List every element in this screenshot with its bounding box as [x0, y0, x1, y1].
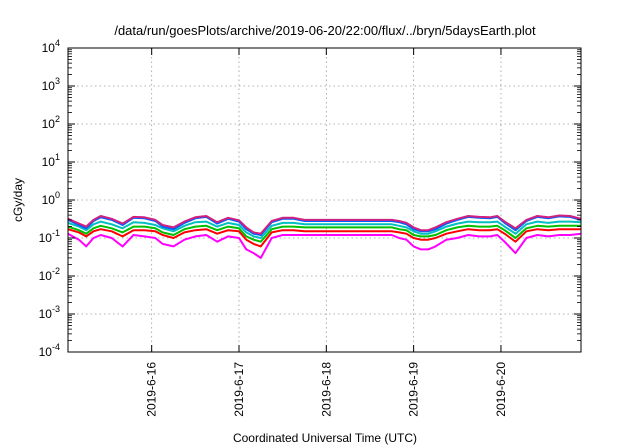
y-tick-label: 10-4 [39, 342, 60, 359]
x-tick-label: 2019-6-20 [494, 362, 508, 417]
y-axis-label: cGy/day [11, 178, 25, 222]
y-tick-label: 104 [42, 38, 60, 55]
series-line [67, 228, 581, 248]
y-tick-label: 100 [42, 190, 60, 207]
x-tick-label: 2019-6-17 [232, 362, 246, 417]
x-axis-tick-labels: 2019-6-16 2019-6-17 2019-6-18 2019-6-19 2019… [145, 362, 508, 417]
y-tick-label: 102 [42, 114, 60, 131]
grid [68, 48, 581, 352]
y-tick-label: 10-2 [39, 266, 60, 283]
y-tick-label: 103 [42, 76, 60, 93]
y-tick-label: 10-1 [39, 228, 60, 245]
axis-ticks [68, 47, 581, 353]
x-tick-label: 2019-6-19 [407, 362, 421, 417]
y-tick-label: 10-3 [39, 304, 60, 321]
x-axis-label: Coordinated Universal Time (UTC) [233, 431, 417, 445]
y-tick-label: 101 [42, 152, 60, 169]
x-tick-label: 2019-6-16 [145, 362, 159, 417]
series-line [67, 232, 582, 259]
chart-title: /data/run/goesPlots/archive/2019-06-20/2… [114, 23, 536, 38]
series-line [67, 220, 582, 239]
series-line [67, 214, 582, 235]
y-axis-tick-labels: 10-4 10-3 10-2 10-1 100 101 102 103 104 [39, 38, 60, 359]
series-layer [67, 214, 582, 259]
series-line [67, 224, 581, 243]
x-tick-label: 2019-6-18 [319, 362, 333, 417]
